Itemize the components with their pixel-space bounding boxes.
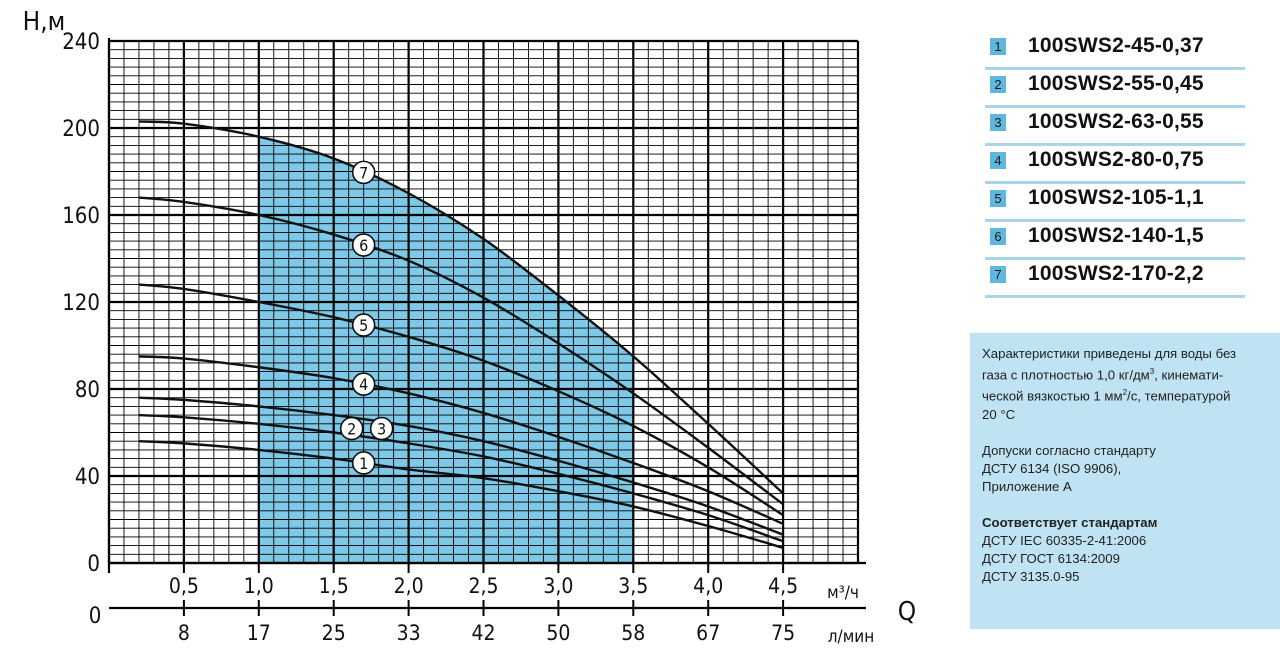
legend-item: 5 100SWS2-105-1,1	[985, 184, 1245, 222]
legend-number: 1	[990, 38, 1006, 55]
y-tick-label: 200	[62, 117, 100, 142]
legend-model-name: 100SWS2-105-1,1	[1028, 186, 1204, 209]
legend-model-name: 100SWS2-80-0,75	[1028, 148, 1204, 171]
x-unit-m3h: м³/ч	[827, 583, 859, 603]
note-text: /с, температурой	[1127, 388, 1231, 404]
curve-marker-2	[339, 416, 364, 441]
legend-number: 2	[990, 76, 1006, 93]
legend-model-name: 100SWS2-140-1,5	[1028, 224, 1204, 247]
x-tick-label-lmin: 8	[178, 621, 190, 645]
curve-marker-label: 5	[359, 316, 368, 335]
note-sup: 3	[1149, 367, 1155, 376]
note-text: 20 °С	[982, 406, 1016, 422]
series-line-5	[138, 283, 784, 517]
conditions-note: Характеристики приведены для воды без га…	[970, 333, 1280, 629]
x-tick-label-m3h: 2,5	[468, 574, 498, 598]
legend-number: 5	[990, 190, 1006, 207]
series-line-4	[138, 355, 784, 525]
legend-number: 4	[990, 152, 1006, 169]
legend-model-name: 100SWS2-63-0,55	[1028, 110, 1204, 133]
legend-item: 1 100SWS2-45-0,37	[985, 32, 1245, 70]
note-text: ДСТУ 6134 (ISO 9906),	[982, 460, 1122, 476]
legend: 1 100SWS2-45-0,37 2 100SWS2-55-0,45 3 100SW…	[985, 32, 1245, 298]
note-text: ДСТУ 3135.0-95	[982, 568, 1080, 584]
note-standards: Соответствует стандартам ДСТУ IEC 60335-…	[982, 514, 1272, 586]
series-line-3	[138, 396, 784, 536]
x-tick-label-m3h: 4,5	[768, 574, 798, 598]
x-tick-label-lmin: 50	[546, 621, 570, 645]
x-tick-label-lmin: 75	[771, 621, 795, 645]
curve-marker-7	[351, 160, 376, 185]
y-tick-label: 80	[75, 378, 100, 403]
legend-number: 3	[990, 114, 1006, 131]
note-text: ДСТУ ГОСТ 6134:2009	[982, 550, 1120, 566]
series-line-6	[138, 196, 784, 506]
grid	[107, 39, 860, 565]
y-tick-label: 120	[62, 291, 100, 316]
legend-item: 6 100SWS2-140-1,5	[985, 222, 1245, 260]
curve-marker-5	[351, 313, 376, 337]
legend-number: 7	[990, 266, 1006, 283]
note-text: Приложение А	[982, 478, 1072, 494]
legend-item: 2 100SWS2-55-0,45	[985, 70, 1245, 108]
legend-model-name: 100SWS2-170-2,2	[1028, 262, 1204, 285]
legend-model-name: 100SWS2-55-0,45	[1028, 72, 1204, 95]
x-tick-label-lmin: 33	[397, 621, 421, 645]
x-tick-label-m3h: 1,0	[244, 574, 274, 598]
curve-marker-6	[351, 233, 376, 257]
y-tick-label: 0	[87, 552, 100, 577]
x-tick-label-lmin: 17	[247, 621, 271, 645]
y-tick-label: 40	[75, 465, 100, 490]
x-tick-label-m3h: 2,0	[394, 574, 424, 598]
note-text: ДСТУ IEC 60335-2-41:2006	[982, 532, 1147, 548]
curve-marker-label: 3	[377, 420, 386, 439]
note-tolerances: Допуски согласно стандарту ДСТУ 6134 (IS…	[982, 442, 1272, 496]
legend-item: 4 100SWS2-80-0,75	[985, 146, 1245, 184]
y-tick-label: 240	[62, 30, 100, 55]
note-text: ческой вязкостью 1 мм	[982, 388, 1123, 404]
series-line-1	[138, 440, 784, 549]
x-tick-label-m3h: 4,0	[693, 574, 723, 598]
x-tick-label-lmin: 42	[471, 621, 495, 645]
curve-marker-1	[351, 451, 376, 475]
x-axis-label: Q	[898, 597, 916, 627]
legend-model-name: 100SWS2-45-0,37	[1028, 34, 1204, 57]
x-tick-label-lmin: 58	[621, 621, 645, 645]
note-heading: Соответствует стандартам	[982, 514, 1158, 530]
note-text: Характеристики приведены для воды без	[982, 346, 1237, 361]
curve-marker-label: 1	[359, 454, 368, 473]
curve-marker-label: 4	[359, 375, 368, 394]
series-line-7	[138, 120, 784, 495]
x-tick-label-m3h: 3,5	[618, 574, 648, 598]
legend-item: 7 100SWS2-170-2,2	[985, 260, 1245, 298]
x-unit-lmin: л/мин	[828, 627, 874, 647]
note-sup: 2	[1122, 388, 1128, 398]
note-text: газа с плотностью 1,0 кг/дм	[982, 367, 1150, 383]
curve-marker-3	[369, 416, 394, 441]
curve-marker-label: 7	[359, 163, 368, 182]
x-zero-lower-label: 0	[89, 604, 102, 629]
legend-item: 3 100SWS2-63-0,55	[985, 108, 1245, 146]
curve-marker-4	[351, 372, 376, 397]
x-tick-label-m3h: 3,0	[543, 574, 573, 598]
x-tick-label-lmin: 25	[322, 621, 346, 645]
legend-number: 6	[990, 228, 1006, 245]
x-tick-label-m3h: 1,5	[319, 574, 349, 598]
curve-marker-label: 6	[359, 236, 368, 255]
y-axis-label: Н,м	[23, 7, 66, 37]
note-text: Допуски согласно стандарту	[982, 442, 1156, 458]
x-tick-label-lmin: 67	[696, 621, 720, 645]
y-tick-label: 160	[62, 204, 100, 229]
x-tick-label-m3h: 0,5	[169, 574, 199, 598]
note-conditions: Характеристики приведены для воды без га…	[982, 345, 1272, 424]
series-line-2	[138, 413, 784, 543]
working-range-area	[258, 136, 634, 563]
curve-marker-label: 2	[347, 420, 356, 439]
note-text: , кинемати-	[1154, 367, 1224, 383]
